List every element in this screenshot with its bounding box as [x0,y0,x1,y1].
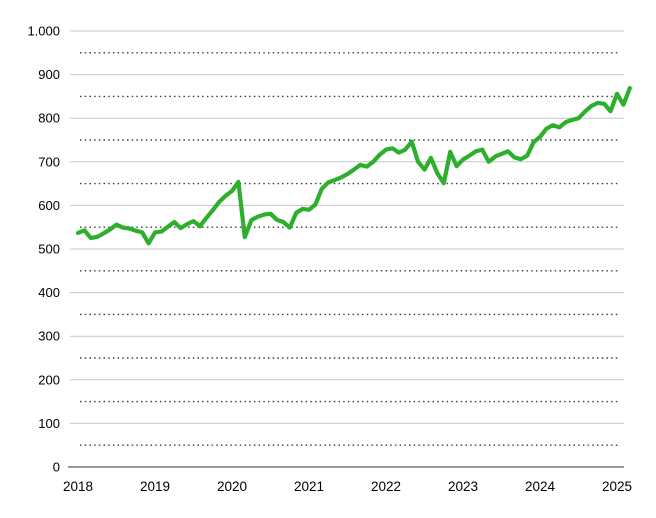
y-axis-tick-label: 100 [38,416,60,431]
y-axis-tick-label: 400 [38,285,60,300]
y-axis-tick-label: 900 [38,67,60,82]
x-axis-tick-label: 2025 [602,479,632,494]
y-axis-tick-label: 600 [38,198,60,213]
x-axis-tick-label: 2020 [217,479,247,494]
x-axis-tick-label: 2024 [525,479,556,494]
x-axis-tick-label: 2022 [371,479,401,494]
y-axis-tick-label: 800 [38,111,60,126]
y-axis-tick-label: 0 [53,460,60,475]
y-axis-tick-label: 300 [38,329,60,344]
x-axis-tick-label: 2023 [448,479,478,494]
data-series-line [75,85,632,246]
x-axis-tick-label: 2018 [63,479,93,494]
y-axis-tick-label: 200 [38,372,60,387]
y-axis-tick-label: 500 [38,242,60,257]
y-axis-tick-label: 1.000 [27,24,60,39]
y-axis-tick-label: 700 [38,154,60,169]
x-axis-tick-label: 2019 [140,479,170,494]
x-axis-tick-label: 2021 [294,479,324,494]
